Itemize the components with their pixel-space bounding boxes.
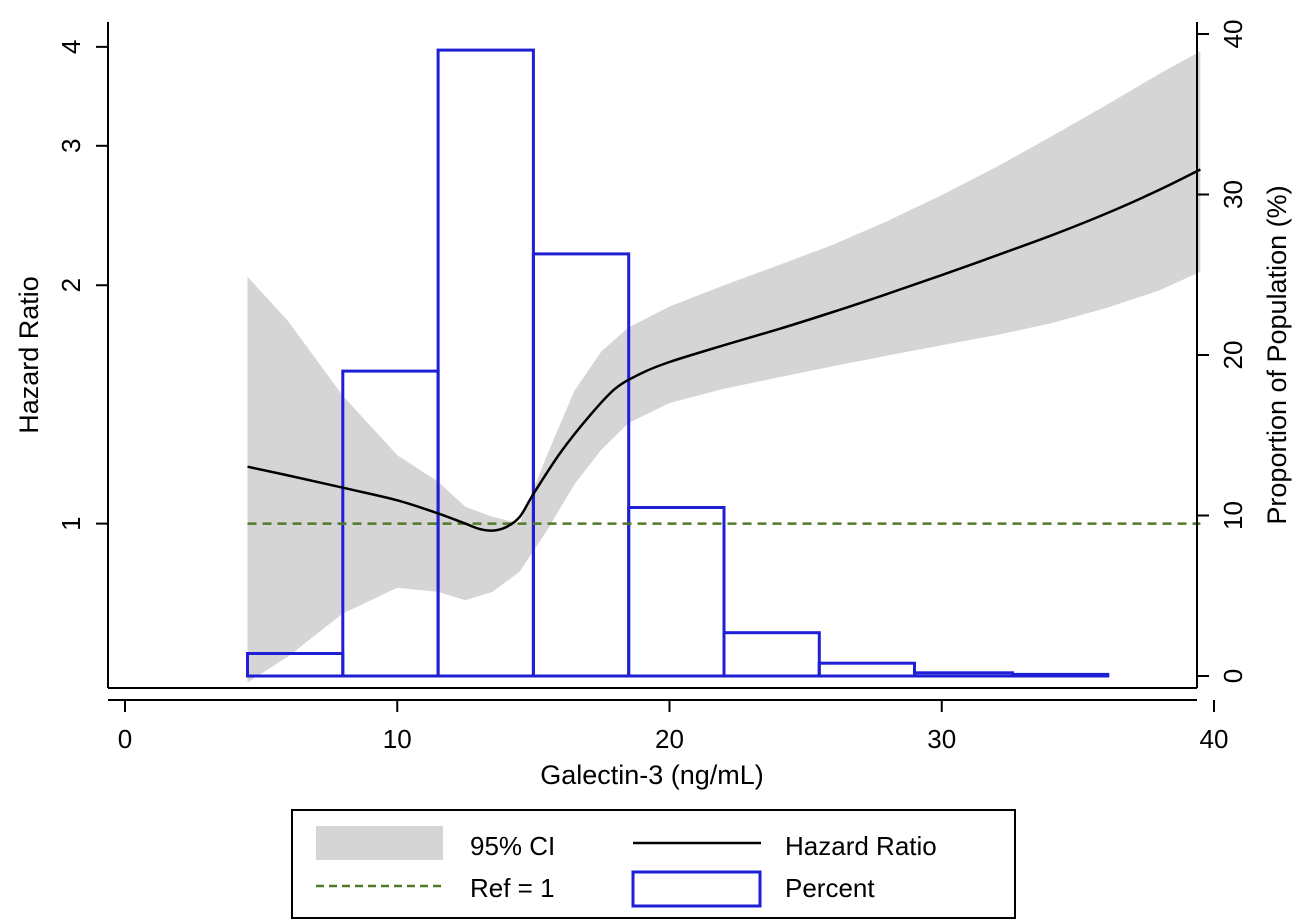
- axes: [107, 22, 1198, 701]
- y-tick-label: 2: [56, 278, 86, 292]
- y-tick-label: 1: [56, 516, 86, 530]
- y-tick-label: 4: [56, 40, 86, 54]
- hazard-line-layer: [247, 168, 1201, 532]
- y-ticks-left: 1 2 3 4: [56, 40, 108, 531]
- y2-tick-label: 30: [1218, 180, 1248, 209]
- legend-label-hazard-ratio: Hazard Ratio: [785, 831, 937, 861]
- legend-swatch-ci: [316, 826, 443, 860]
- histogram-bar: [817, 661, 917, 678]
- histogram-bar: [531, 252, 631, 678]
- ci-band-layer: [247, 51, 1201, 683]
- y2-tick-label: 10: [1218, 501, 1248, 530]
- histogram-bar: [722, 631, 821, 678]
- ci-band: [247, 51, 1201, 683]
- y2-axis-title: Proportion of Population (%): [1262, 185, 1292, 524]
- x-ticks: 0 10 20 30 40: [118, 700, 1229, 754]
- hazard-ratio-line: [247, 168, 1201, 532]
- histogram-bar: [1011, 672, 1110, 678]
- histogram-bar: [913, 671, 1014, 678]
- legend: 95% CI Hazard Ratio Ref = 1 Percent: [291, 809, 1016, 919]
- y2-tick-label: 20: [1218, 341, 1248, 370]
- legend-swatch-percent: [631, 870, 762, 908]
- legend-label-percent: Percent: [785, 873, 875, 903]
- legend-label-ci: 95% CI: [470, 831, 555, 861]
- histogram-bar: [627, 506, 726, 678]
- x-tick-label: 0: [118, 724, 132, 754]
- y-tick-label: 3: [56, 139, 86, 153]
- histogram-layer: [246, 48, 1110, 678]
- x-tick-label: 30: [927, 724, 956, 754]
- x-axis-title: Galectin-3 (ng/mL): [540, 760, 764, 790]
- y2-tick-label: 0: [1218, 669, 1248, 683]
- legend-label-ref: Ref = 1: [470, 873, 555, 903]
- y-axis-title: Hazard Ratio: [14, 276, 44, 434]
- y-ticks-right: 0 10 20 30 40: [1197, 20, 1248, 683]
- x-tick-label: 20: [655, 724, 684, 754]
- x-tick-label: 10: [383, 724, 412, 754]
- x-tick-label: 40: [1200, 724, 1229, 754]
- y2-tick-label: 40: [1218, 20, 1248, 49]
